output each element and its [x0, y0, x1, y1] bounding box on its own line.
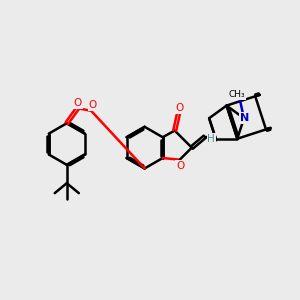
- Text: O: O: [88, 100, 97, 110]
- Text: CH₃: CH₃: [229, 90, 245, 99]
- Text: O: O: [176, 161, 184, 171]
- Text: O: O: [74, 98, 82, 108]
- Text: O: O: [175, 103, 183, 113]
- Text: N: N: [240, 113, 250, 123]
- Text: H: H: [207, 134, 215, 144]
